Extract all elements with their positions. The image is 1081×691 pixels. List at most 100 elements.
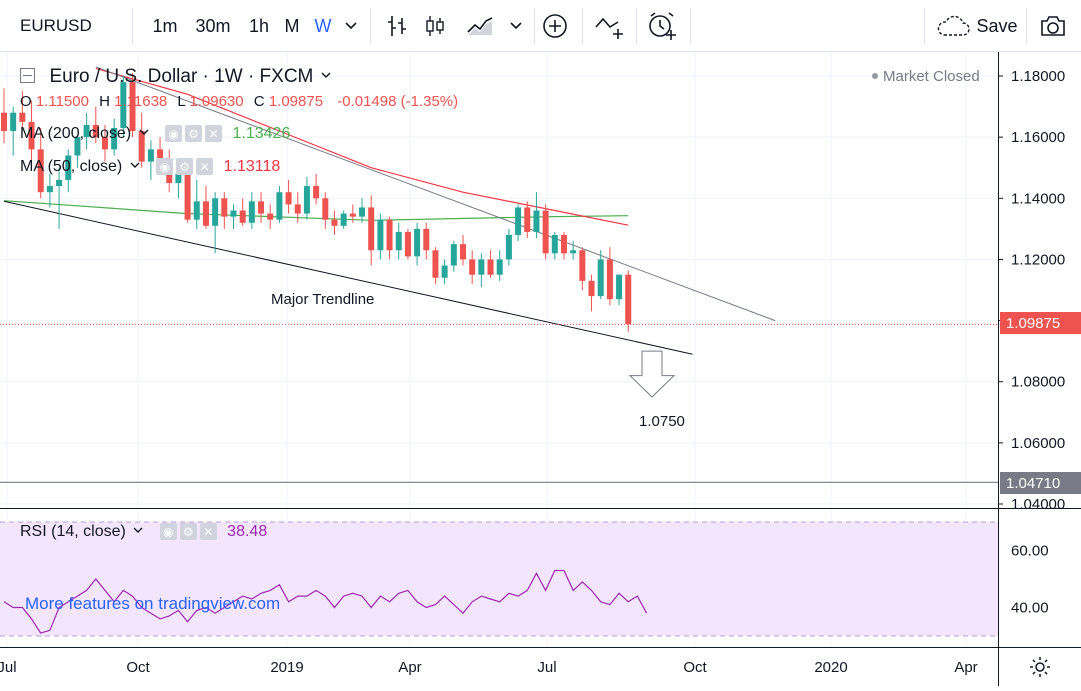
time-axis-settings-icon[interactable] xyxy=(1029,656,1051,678)
ma50-line[interactable] xyxy=(95,67,629,226)
watermark-link[interactable]: More features on tradingview.com xyxy=(25,594,281,613)
eye-icon[interactable]: ◉ xyxy=(159,523,177,541)
toolbar-divider xyxy=(924,8,925,44)
toolbar-divider xyxy=(132,8,133,44)
candle-body xyxy=(166,167,173,183)
time-tick-label: 2019 xyxy=(270,659,303,676)
candle-body xyxy=(46,186,53,193)
save-button[interactable]: Save xyxy=(932,0,1022,52)
status-dot-icon xyxy=(872,73,878,79)
symbol-dropdown-icon[interactable] xyxy=(321,72,331,79)
price-tick-label: 1.08000 xyxy=(1011,374,1065,391)
ma200-dropdown-icon[interactable] xyxy=(139,129,149,136)
chart-area[interactable]: 1.180001.160001.140001.120001.100001.080… xyxy=(0,52,1081,686)
collapse-legend-icon[interactable] xyxy=(20,68,35,83)
eye-icon[interactable]: ◉ xyxy=(165,125,183,143)
ma50-legend[interactable]: MA (50, close) ◉ ⚙ ✕ 1.13118 xyxy=(20,158,280,176)
gear-icon[interactable]: ⚙ xyxy=(176,158,194,176)
candle-body xyxy=(450,244,457,266)
rsi-legend[interactable]: RSI (14, close) ◉ ⚙ ✕ 38.48 xyxy=(20,523,267,541)
time-tick-label: Apr xyxy=(954,659,977,676)
symbol-search-button[interactable]: EURUSD xyxy=(20,16,92,35)
candle-body xyxy=(138,131,145,162)
trendline-label: Major Trendline xyxy=(271,291,375,308)
chart-type-dropdown-icon[interactable] xyxy=(505,0,527,52)
candle-body xyxy=(340,213,347,226)
rsi-line[interactable] xyxy=(3,569,648,634)
candle-body xyxy=(313,186,320,199)
close-icon[interactable]: ✕ xyxy=(196,158,214,176)
symbol-title[interactable]: Euro / U.S. Dollar · 1W · FXCM xyxy=(49,66,314,87)
candle-body xyxy=(469,259,476,275)
candle-body xyxy=(359,207,366,217)
ma50-title[interactable]: MA (50, close) xyxy=(20,158,123,175)
candle-body xyxy=(395,231,402,251)
candle-body xyxy=(221,198,228,217)
interval-month-button[interactable]: M xyxy=(284,15,300,36)
interval-week-button[interactable]: W xyxy=(314,15,332,36)
area-style-icon[interactable] xyxy=(460,0,500,52)
candle-body xyxy=(56,179,63,187)
candle-body xyxy=(111,127,118,150)
rsi-controls: ◉ ⚙ ✕ xyxy=(159,523,217,541)
candle-body xyxy=(460,244,466,260)
ohlc-open-label: O xyxy=(20,93,32,110)
candle-body xyxy=(10,112,17,132)
candle-body xyxy=(212,198,219,226)
candle-body xyxy=(368,207,375,251)
toolbar-divider xyxy=(534,8,535,44)
candle-body xyxy=(193,201,200,220)
candle-body xyxy=(37,149,44,193)
interval-1h-button[interactable]: 1h xyxy=(248,15,270,36)
interval-30m-button[interactable]: 30m xyxy=(195,15,231,36)
level-price-tag: 1.04710 xyxy=(1000,472,1081,494)
candle-body xyxy=(423,228,430,251)
rsi-tick-label: 60.00 xyxy=(1011,543,1049,560)
gear-icon[interactable]: ⚙ xyxy=(179,523,197,541)
ma200-legend[interactable]: MA (200, close) ◉ ⚙ ✕ 1.13426 xyxy=(20,125,290,143)
target-arrow[interactable] xyxy=(628,350,676,398)
candles-style-icon[interactable] xyxy=(418,0,452,52)
eye-icon[interactable]: ◉ xyxy=(156,158,174,176)
interval-1m-button[interactable]: 1m xyxy=(152,15,178,36)
ma50-dropdown-icon[interactable] xyxy=(130,162,140,169)
candle-body xyxy=(588,280,595,297)
major-trendline[interactable] xyxy=(3,200,693,355)
candle-body xyxy=(239,210,246,223)
candle-body xyxy=(258,201,265,214)
close-icon[interactable]: ✕ xyxy=(199,523,217,541)
bar-style-icon[interactable] xyxy=(380,0,414,52)
candle-body xyxy=(349,213,356,217)
candle-body xyxy=(303,186,310,214)
ma200-title[interactable]: MA (200, close) xyxy=(20,125,132,142)
ohlc-change: -0.01498 (-1.35%) xyxy=(337,93,459,110)
ma50-value: 1.13118 xyxy=(223,158,281,175)
toolbar-divider xyxy=(370,8,371,44)
candle-body xyxy=(101,137,108,150)
candle-body xyxy=(230,210,237,217)
candle-body xyxy=(285,192,292,205)
alert-clock-icon[interactable] xyxy=(642,0,682,52)
camera-icon[interactable] xyxy=(1030,0,1076,52)
rsi-dropdown-icon[interactable] xyxy=(133,527,143,534)
candle-body xyxy=(386,219,393,251)
candle-body xyxy=(65,155,72,180)
gear-icon[interactable]: ⚙ xyxy=(185,125,203,143)
price-tick-label: 1.12000 xyxy=(1011,251,1065,268)
resistance-trendline[interactable] xyxy=(95,66,776,322)
candle-body xyxy=(129,82,136,132)
add-indicator-icon[interactable] xyxy=(537,0,573,52)
top-toolbar: EURUSD 1m 30m 1h M W Save xyxy=(0,0,1081,52)
close-icon[interactable]: ✕ xyxy=(205,125,223,143)
interval-dropdown-icon[interactable] xyxy=(340,0,362,52)
candle-body xyxy=(478,259,485,275)
chart-canvas[interactable]: 1.180001.160001.140001.120001.100001.080… xyxy=(0,52,1081,686)
price-tick-label: 1.16000 xyxy=(1011,129,1065,146)
candle-body xyxy=(19,112,26,122)
candle-body xyxy=(551,234,558,254)
compare-icon[interactable] xyxy=(590,0,630,52)
price-tick-label: 1.04000 xyxy=(1011,496,1065,513)
rsi-title[interactable]: RSI (14, close) xyxy=(20,523,126,540)
candle-body xyxy=(560,234,567,254)
candle-body xyxy=(496,259,503,275)
